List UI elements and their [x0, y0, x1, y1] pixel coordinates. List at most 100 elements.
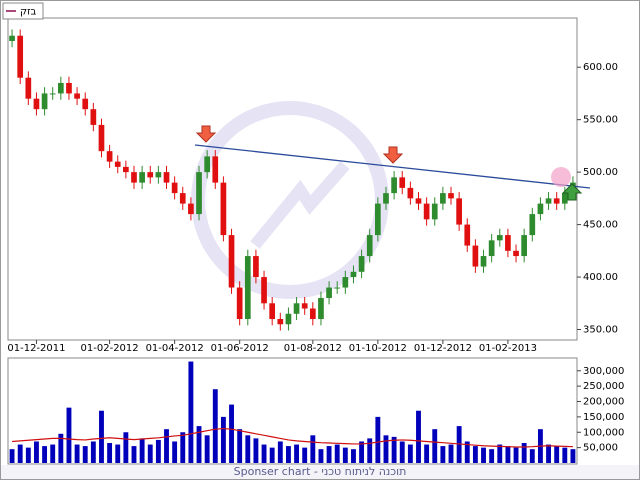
candle-body: [448, 193, 454, 199]
candle-body: [139, 172, 145, 183]
volume-bar: [196, 426, 202, 463]
volume-bar: [269, 447, 275, 463]
y-tick-label: 350.00: [583, 325, 618, 336]
candle-body: [261, 277, 267, 304]
volume-bar: [9, 449, 15, 463]
volume-bar: [155, 439, 161, 463]
volume-bar: [302, 447, 308, 463]
volume-bar: [310, 435, 316, 463]
volume-bar: [570, 449, 576, 463]
volume-bar: [66, 407, 72, 463]
volume-bar: [285, 446, 291, 463]
candle-body: [228, 235, 235, 288]
volume-bar: [180, 432, 186, 463]
candle-body: [496, 235, 503, 241]
candle-body: [236, 287, 243, 320]
volume-bar: [489, 449, 495, 463]
candle-body: [309, 308, 316, 320]
candle-body: [334, 287, 341, 289]
x-tick-label: 01-04-2012: [146, 343, 204, 354]
volume-bar: [383, 435, 389, 463]
volume-bar: [253, 438, 259, 463]
candle-body: [188, 203, 194, 215]
volume-average: [12, 427, 573, 448]
volume-bar: [261, 444, 267, 463]
volume-bar: [34, 441, 39, 463]
volume-bar: [416, 410, 421, 463]
candle-body: [123, 166, 129, 173]
volume-bar: [399, 441, 405, 463]
volume-bar: [220, 416, 226, 463]
volume-bar: [513, 447, 519, 463]
candle-body: [301, 303, 308, 309]
footer: Sponser chart - תוכנה לניתוח טכני: [234, 465, 407, 478]
candle-body: [513, 250, 519, 257]
candle-body: [480, 256, 487, 267]
y-tick-label: 300,000: [583, 366, 624, 377]
volume-bar: [164, 429, 169, 463]
volume-bar: [407, 444, 413, 463]
y-tick-label: 150,000: [583, 412, 624, 423]
x-tick-label: 01-08-2012: [284, 343, 342, 354]
volume-bar: [521, 443, 527, 463]
legend-label: בזק: [20, 7, 37, 18]
candle-body: [456, 198, 462, 225]
candle-body: [366, 235, 373, 257]
volume-bar: [342, 447, 348, 463]
price-pane: [7, 17, 578, 341]
volume-bar: [277, 441, 283, 463]
candle-body: [342, 277, 349, 288]
x-tick-label: 01-10-2012: [349, 343, 407, 354]
candle-body: [171, 182, 178, 194]
candle-body: [391, 177, 397, 194]
volume-bar: [294, 444, 300, 463]
candle-body: [358, 256, 365, 272]
volume-bar: [359, 441, 365, 463]
volume-bar: [147, 444, 153, 463]
y-tick-label: 400.00: [583, 272, 618, 283]
candle-body: [431, 203, 438, 220]
volume-bar: [204, 435, 210, 463]
volume-bar: [212, 389, 218, 463]
y-tick-label: 50,000: [583, 443, 618, 454]
candle-body: [9, 35, 15, 41]
candle-body: [464, 224, 471, 246]
volume-bar: [351, 449, 356, 463]
volume-bar: [562, 447, 568, 463]
candle-body: [17, 35, 24, 78]
candle-body: [244, 256, 251, 320]
x-tick-label: 01-02-2013: [479, 343, 537, 354]
volume-bar: [74, 444, 80, 463]
volume-bar: [391, 436, 397, 463]
volume-bar: [17, 444, 23, 463]
y-tick-label: 100,000: [583, 427, 624, 438]
volume-bar: [229, 404, 234, 463]
candle-body: [147, 172, 154, 178]
candle-body: [553, 198, 560, 204]
footer-bar: [1, 465, 639, 479]
candle-body: [488, 240, 495, 257]
candle-body: [131, 172, 137, 183]
legend: [2, 2, 44, 20]
volume-bar: [472, 446, 478, 463]
candle-body: [545, 198, 552, 204]
y-tick-label: 500.00: [583, 167, 618, 178]
volume-bar: [115, 444, 121, 463]
candle-body: [407, 187, 414, 199]
candle-body: [204, 156, 210, 173]
candle-body: [472, 245, 479, 267]
volume-bar: [237, 429, 243, 463]
volume-bar: [58, 433, 64, 463]
volume-bar: [448, 444, 454, 463]
candle-body: [399, 177, 406, 188]
candle-body: [537, 203, 544, 215]
volume-bar: [375, 416, 381, 463]
candle-body: [521, 235, 528, 257]
candle-body: [90, 109, 97, 125]
volume-bar: [107, 443, 113, 463]
candle-body: [155, 172, 162, 178]
volume-bar: [367, 438, 373, 463]
candle-body: [212, 156, 219, 183]
candle-body: [505, 235, 511, 251]
candle-body: [350, 271, 357, 278]
